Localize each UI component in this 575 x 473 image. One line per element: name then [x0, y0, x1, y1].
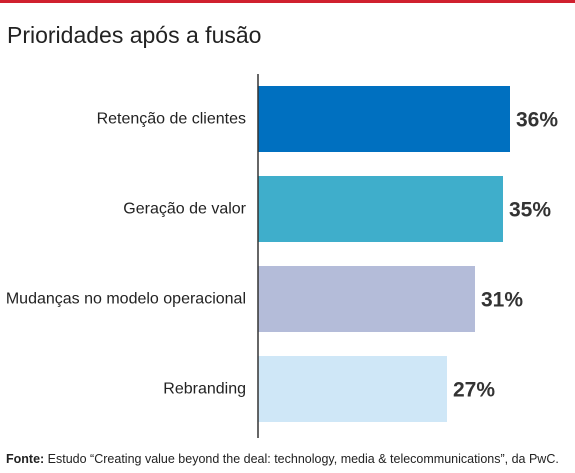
value-label: 31% [481, 289, 523, 312]
bar [258, 266, 475, 332]
top-accent-rule [0, 0, 575, 3]
source-label: Fonte: [6, 452, 45, 466]
category-label: Retenção de clientes [97, 111, 246, 128]
category-label: Mudanças no modelo operacional [6, 291, 246, 308]
value-label: 36% [516, 109, 558, 132]
value-label: 27% [453, 379, 495, 402]
category-label: Geração de valor [123, 201, 246, 218]
source-note: Fonte: Estudo “Creating value beyond the… [6, 452, 559, 466]
source-text: Estudo “Creating value beyond the deal: … [47, 452, 559, 466]
bar [258, 356, 447, 422]
bars-layer: Retenção de clientes 36% Geração de valor 3… [6, 86, 558, 422]
bar [258, 86, 510, 152]
value-label: 35% [509, 199, 551, 222]
category-label: Rebranding [163, 381, 246, 398]
chart-title: Prioridades após a fusão [7, 22, 262, 48]
bar [258, 176, 503, 242]
